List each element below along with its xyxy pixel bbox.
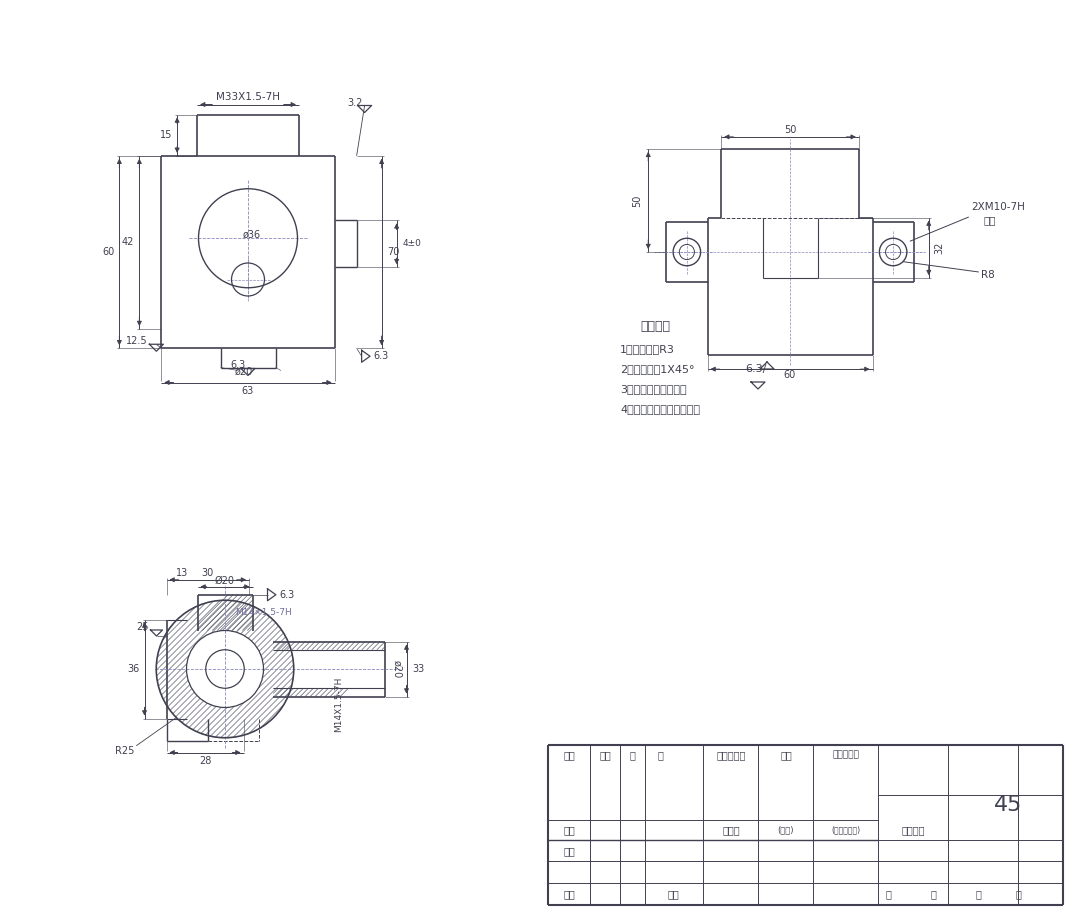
Text: Ø20: Ø20 bbox=[215, 576, 235, 586]
Text: 13: 13 bbox=[176, 568, 188, 578]
Text: M14×1.5-7H: M14×1.5-7H bbox=[235, 608, 292, 617]
Text: (签名): (签名) bbox=[778, 825, 794, 834]
Text: 张: 张 bbox=[1015, 889, 1020, 899]
Text: 12.5: 12.5 bbox=[126, 337, 147, 347]
Text: 处数: 处数 bbox=[599, 750, 611, 760]
Text: ø36: ø36 bbox=[242, 229, 261, 239]
Text: 4、铸件表面清砂喷防锈漆: 4、铸件表面清砂喷防锈漆 bbox=[620, 404, 700, 414]
Text: 2XM10-7H: 2XM10-7H bbox=[971, 202, 1025, 212]
Text: 60: 60 bbox=[784, 370, 796, 381]
Text: 33: 33 bbox=[412, 664, 425, 674]
Text: 6.3/: 6.3/ bbox=[745, 364, 766, 374]
Text: 70: 70 bbox=[387, 247, 400, 257]
Text: R25: R25 bbox=[115, 746, 134, 756]
Text: 1、未注圆角R3: 1、未注圆角R3 bbox=[620, 344, 675, 354]
Text: 标记: 标记 bbox=[563, 750, 575, 760]
Text: 张: 张 bbox=[930, 889, 936, 899]
Text: (年、月、日): (年、月、日) bbox=[832, 825, 861, 834]
Text: 批准: 批准 bbox=[667, 889, 679, 899]
Text: 工艺: 工艺 bbox=[563, 889, 575, 899]
Text: 分: 分 bbox=[629, 750, 635, 760]
Text: 签名: 签名 bbox=[780, 750, 792, 760]
Text: 第: 第 bbox=[975, 889, 981, 899]
Text: 25: 25 bbox=[136, 622, 148, 632]
Text: 30: 30 bbox=[202, 568, 214, 578]
Text: 63: 63 bbox=[241, 385, 254, 395]
Text: 通孔: 通孔 bbox=[984, 215, 996, 225]
Text: 6.3: 6.3 bbox=[231, 360, 246, 370]
Text: 共: 共 bbox=[885, 889, 891, 899]
Text: 50: 50 bbox=[632, 194, 643, 206]
Text: ø20: ø20 bbox=[235, 367, 253, 377]
Text: 15: 15 bbox=[160, 130, 172, 140]
Text: 36: 36 bbox=[128, 664, 139, 674]
Text: 28: 28 bbox=[199, 756, 211, 766]
Text: 6.3: 6.3 bbox=[373, 351, 388, 361]
Text: M14X1.5-7H: M14X1.5-7H bbox=[335, 677, 343, 732]
Text: M33X1.5-7H: M33X1.5-7H bbox=[216, 92, 280, 102]
Text: 45: 45 bbox=[994, 795, 1023, 815]
Text: 技术要求: 技术要求 bbox=[640, 321, 670, 334]
Text: 设计: 设计 bbox=[563, 825, 575, 835]
Text: 阶段标记: 阶段标记 bbox=[901, 825, 925, 835]
Text: 标准化: 标准化 bbox=[722, 825, 739, 835]
Text: 审核: 审核 bbox=[563, 846, 575, 856]
Text: 4±0: 4±0 bbox=[402, 239, 422, 249]
Text: 32: 32 bbox=[935, 242, 944, 254]
Text: R8: R8 bbox=[981, 270, 995, 280]
Text: 区: 区 bbox=[657, 750, 663, 760]
Text: 3、螺纹表面粗糙度为: 3、螺纹表面粗糙度为 bbox=[620, 384, 687, 394]
Text: 2、未注倒角1X45°: 2、未注倒角1X45° bbox=[620, 364, 694, 374]
Text: 60: 60 bbox=[102, 247, 115, 257]
Text: 42: 42 bbox=[122, 238, 134, 248]
Text: 更改文件号: 更改文件号 bbox=[717, 750, 746, 760]
Text: 年、月、日: 年、月、日 bbox=[833, 750, 859, 759]
Text: 6.3: 6.3 bbox=[279, 590, 294, 600]
Text: 3.2: 3.2 bbox=[348, 97, 363, 107]
Text: 50: 50 bbox=[783, 125, 796, 135]
Text: ø20: ø20 bbox=[393, 660, 402, 679]
